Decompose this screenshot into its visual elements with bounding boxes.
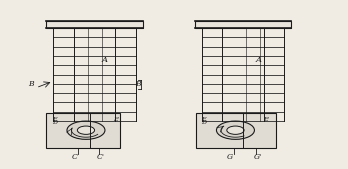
Text: E': E' — [263, 117, 269, 122]
Text: A: A — [255, 56, 262, 64]
Bar — [195, 21, 291, 28]
Text: B: B — [135, 80, 141, 89]
Circle shape — [67, 121, 105, 139]
Bar — [196, 113, 276, 148]
Text: E: E — [52, 117, 57, 122]
Text: D: D — [201, 120, 206, 125]
Circle shape — [77, 126, 95, 134]
Text: G': G' — [254, 153, 262, 161]
Circle shape — [227, 126, 244, 134]
Text: A: A — [102, 56, 108, 64]
Circle shape — [216, 121, 254, 139]
Text: C': C' — [97, 153, 105, 161]
Bar — [46, 21, 143, 28]
Text: E: E — [201, 117, 206, 122]
Text: C: C — [72, 153, 78, 161]
Bar — [46, 113, 120, 148]
Text: B: B — [28, 80, 33, 89]
Text: D: D — [53, 120, 57, 125]
Text: E': E' — [113, 117, 120, 122]
Text: G: G — [227, 153, 233, 161]
